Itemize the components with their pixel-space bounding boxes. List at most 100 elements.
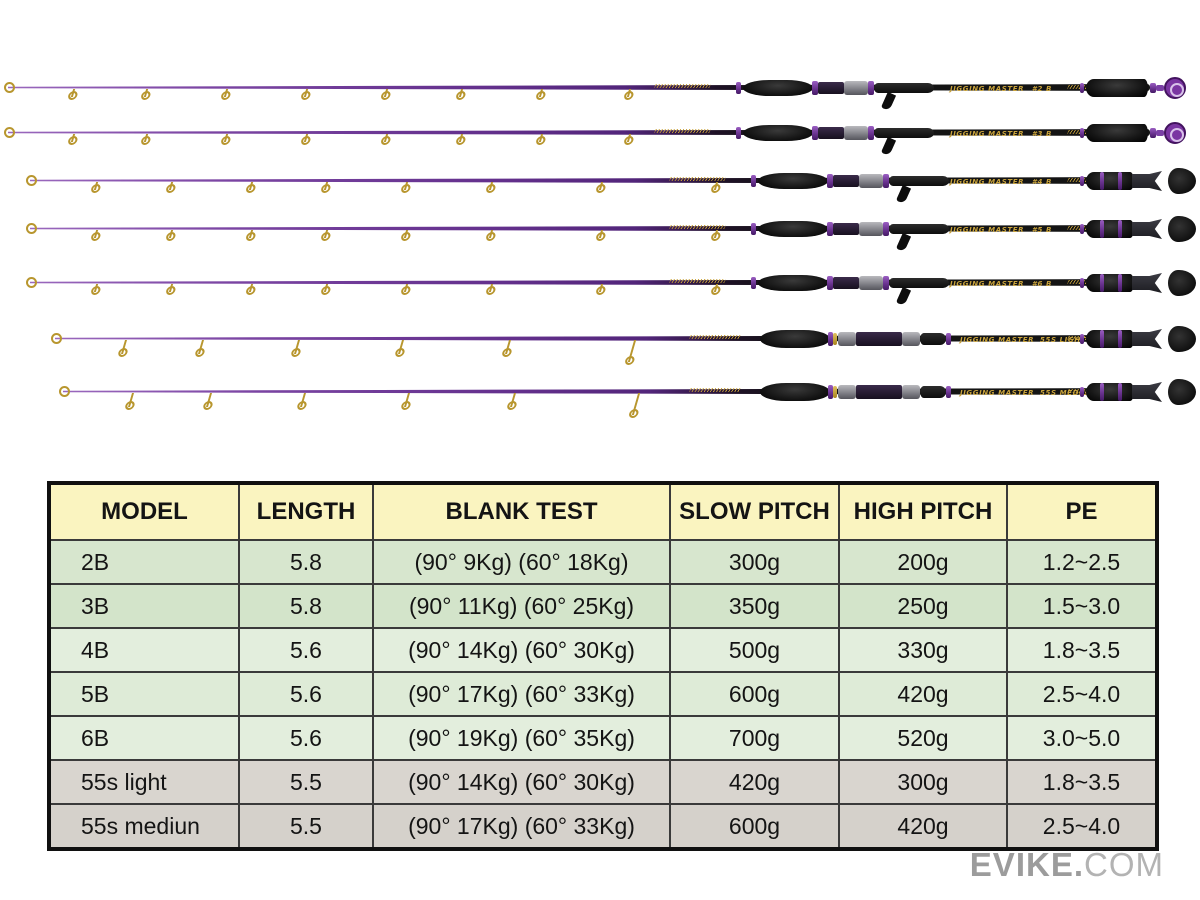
rod-blank (55, 335, 1150, 342)
rod-blank (8, 84, 1150, 91)
line-guide-icon (93, 284, 99, 292)
line-guide-icon (458, 134, 464, 142)
winding-band (1100, 383, 1104, 401)
line-guide-icon (323, 182, 329, 190)
line-guide-icon (293, 340, 301, 354)
table-row: 4B 5.6 (90° 14Kg) (60° 30Kg) 500g 330g 1.8~3.… (48, 627, 1158, 673)
reel-seat-hood (859, 174, 883, 188)
line-guide-icon (303, 134, 309, 142)
fore-grip (743, 125, 813, 141)
reel-seat-hood (859, 222, 883, 236)
winding-band (812, 126, 818, 140)
trigger-seat (889, 224, 949, 234)
gimbal-fork (1132, 171, 1162, 191)
trigger-hook (895, 232, 912, 253)
model-cell: 3B (48, 583, 240, 629)
table-row: 2B 5.8 (90° 9Kg) (60° 18Kg) 300g 200g 1.2~2.5 (48, 539, 1158, 585)
fore-grip (758, 275, 828, 291)
line-guide-icon (383, 89, 389, 97)
rear-grip (1086, 330, 1134, 348)
winding-band (751, 277, 756, 289)
spec-cell: (90° 9Kg) (60° 18Kg) (372, 539, 671, 585)
line-guide-icon (168, 230, 174, 238)
line-guide-icon (143, 134, 149, 142)
line-guide-icon (713, 230, 719, 238)
series-script-decoration (654, 84, 711, 88)
rod-model-label: #4 B (1032, 178, 1052, 186)
spec-cell: (90° 11Kg) (60° 25Kg) (372, 583, 671, 629)
jm-badge-icon (1164, 77, 1186, 99)
spec-cell: 250g (838, 583, 1008, 629)
rear-grip (1086, 220, 1134, 238)
watermark-bold-text: EVIKE. (969, 846, 1084, 883)
line-guide-icon (323, 230, 329, 238)
line-guide-icon (458, 89, 464, 97)
gimbal-fork (1132, 219, 1162, 239)
rod-brand-label: JIGGING MASTER (960, 389, 1035, 397)
fishing-rod: JIGGING MASTER #4 B (0, 153, 1200, 209)
spec-cell: 5.6 (238, 715, 374, 761)
series-script-decoration (689, 388, 741, 392)
line-guide-icon (93, 182, 99, 190)
trigger-seat (874, 128, 934, 138)
winding-band (736, 127, 741, 139)
fore-grip (743, 80, 813, 96)
column-header: PE (1006, 482, 1158, 541)
line-guide-icon (626, 134, 632, 142)
model-cell: 5B (48, 671, 240, 717)
butt-knob (1168, 270, 1196, 296)
tip-top-guide-icon (59, 386, 70, 397)
line-guide-icon (488, 230, 494, 238)
rod-brand-label: JIGGING MASTER (950, 178, 1025, 186)
gimbal-fork (1132, 382, 1162, 402)
gimbal-fork (1132, 273, 1162, 293)
spec-cell: 600g (669, 671, 840, 717)
line-guide-icon (403, 230, 409, 238)
line-guide-icon (383, 134, 389, 142)
spec-cell: 420g (838, 671, 1008, 717)
fishing-rod: JIGGING MASTER 55S MEDIUM (0, 364, 1200, 420)
spec-cell: (90° 19Kg) (60° 35Kg) (372, 715, 671, 761)
tip-top-guide-icon (26, 175, 37, 186)
reel-seat-barrel (856, 385, 902, 399)
spec-cell: 600g (669, 803, 840, 850)
rod-brand-label: JIGGING MASTER (950, 280, 1025, 288)
tip-top-guide-icon (4, 127, 15, 138)
butt-knob (1168, 216, 1196, 242)
spec-cell: 330g (838, 627, 1008, 673)
winding-band (1080, 83, 1084, 93)
spec-cell: 1.5~3.0 (1006, 583, 1158, 629)
line-guide-icon (627, 340, 637, 362)
model-cell: 55s light (48, 759, 240, 805)
spec-cell: 420g (669, 759, 840, 805)
specs-table-head: MODEL LENGTH BLANK TEST SLOW PITCH HIGH PITC… (48, 482, 1158, 541)
spec-cell: 520g (838, 715, 1008, 761)
column-header: BLANK TEST (372, 482, 671, 541)
tip-top-guide-icon (26, 223, 37, 234)
reel-seat-barrel (833, 175, 859, 187)
winding-band (868, 81, 874, 95)
line-guide-icon (323, 284, 329, 292)
column-header: MODEL (48, 482, 240, 541)
winding-band (1118, 274, 1122, 292)
winding-band (946, 333, 951, 345)
line-guide-icon (303, 89, 309, 97)
fore-grip (760, 383, 830, 401)
line-guide-icon (509, 393, 517, 407)
rod-model-label: #3 B (1032, 130, 1052, 138)
line-guide-icon (598, 284, 604, 292)
line-guide-icon (120, 340, 128, 354)
butt-knob (1168, 379, 1196, 405)
butt-knob (1168, 168, 1196, 194)
winding-band (1100, 172, 1104, 190)
tip-top-guide-icon (51, 333, 62, 344)
spec-cell: 5.5 (238, 803, 374, 850)
fore-grip (760, 330, 830, 348)
trigger-hook (895, 286, 912, 307)
series-script-decoration (654, 129, 711, 133)
fishing-rod: JIGGING MASTER 55S LIGHT (0, 311, 1200, 367)
series-script-decoration (669, 177, 726, 181)
table-row: 5B 5.6 (90° 17Kg) (60° 33Kg) 600g 420g 2.5~4.… (48, 671, 1158, 717)
winding-band (1080, 387, 1084, 397)
winding-band (1080, 176, 1084, 186)
